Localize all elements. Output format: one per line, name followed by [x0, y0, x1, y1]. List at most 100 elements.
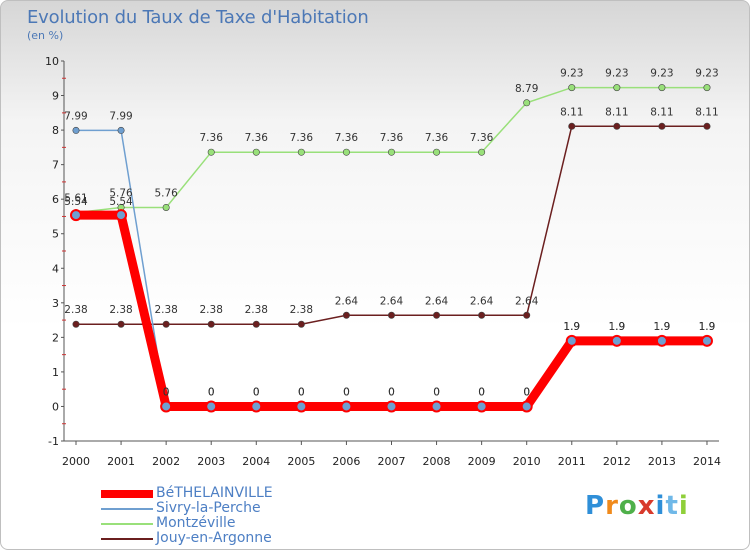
data-label: 1.9 — [654, 321, 671, 333]
legend-swatch-montzeville — [101, 523, 153, 525]
y-tick-label: 4 — [52, 262, 59, 275]
data-point — [115, 209, 128, 222]
data-point — [297, 320, 305, 328]
legend-label-jouy: Jouy-en-Argonne — [156, 530, 272, 546]
data-label: 2.38 — [290, 304, 313, 316]
data-point — [205, 400, 218, 413]
data-point — [655, 334, 668, 347]
data-label: 1.9 — [608, 321, 625, 333]
data-label: 2.64 — [425, 295, 449, 307]
data-point — [252, 148, 260, 156]
data-label: 8.79 — [515, 83, 538, 95]
data-point — [252, 320, 260, 328]
legend-label-sivry: Sivry-la-Perche — [156, 500, 261, 516]
data-label: 5.76 — [109, 187, 133, 199]
data-point — [613, 84, 621, 92]
y-tick-label: 1 — [52, 366, 59, 379]
data-point — [342, 148, 350, 156]
data-label: 7.36 — [245, 132, 269, 144]
data-label: 0 — [523, 386, 530, 398]
data-point — [342, 311, 350, 319]
x-tick-label: 2003 — [197, 455, 225, 468]
x-tick-label: 2001 — [107, 455, 135, 468]
x-tick-label: 2010 — [513, 455, 541, 468]
data-point — [703, 84, 711, 92]
x-tick-label: 2005 — [287, 455, 315, 468]
logo-letter: o — [618, 491, 638, 521]
data-point — [72, 126, 80, 134]
data-label: 5.76 — [154, 187, 178, 199]
data-label: 2.38 — [64, 304, 87, 316]
data-point — [207, 320, 215, 328]
data-point — [297, 148, 305, 156]
data-point — [433, 311, 441, 319]
legend-item-bethelainville: BéTHELAINVILLE — [101, 486, 361, 501]
data-point — [523, 311, 531, 319]
data-point — [433, 148, 441, 156]
x-tick-label: 2013 — [648, 455, 676, 468]
x-tick-label: 2004 — [242, 455, 270, 468]
data-label: 8.11 — [695, 106, 718, 118]
data-point — [72, 320, 80, 328]
data-label: 2.38 — [245, 304, 268, 316]
data-label: 7.36 — [425, 132, 449, 144]
y-tick-label: 9 — [52, 90, 59, 103]
chart-title: Evolution du Taux de Taxe d'Habitation — [27, 7, 369, 28]
data-label: 8.11 — [605, 106, 628, 118]
y-tick-label: 5 — [52, 228, 59, 241]
x-tick-label: 2006 — [332, 455, 360, 468]
data-label: 8.11 — [650, 106, 673, 118]
data-label: 0 — [253, 386, 260, 398]
data-point — [207, 148, 215, 156]
data-point — [160, 400, 173, 413]
data-label: 5.54 — [109, 196, 133, 208]
legend-swatch-sivry — [101, 508, 153, 510]
x-tick-label: 2002 — [152, 455, 180, 468]
data-label: 0 — [478, 386, 485, 398]
axes: -1 0 1 2 3 4 5 6 7 8 9 10 2000 2001 2002 2003 2004 2005 20… — [45, 55, 721, 468]
data-label: 0 — [163, 386, 170, 398]
y-tick-label: 2 — [52, 331, 59, 344]
data-label: 2.64 — [380, 295, 404, 307]
data-label: 0 — [298, 386, 305, 398]
data-label: 7.99 — [109, 110, 132, 122]
data-point — [703, 122, 711, 130]
legend-item-montzeville: Montzéville — [101, 516, 361, 531]
data-label: 9.23 — [695, 68, 718, 80]
y-tick-label: 6 — [52, 193, 59, 206]
data-label: 0 — [523, 386, 530, 398]
legend-swatch-jouy — [101, 538, 153, 540]
data-label: 0 — [298, 386, 305, 398]
data-point — [70, 209, 82, 222]
series-layer — [70, 84, 713, 413]
data-point — [565, 334, 578, 347]
data-point — [117, 126, 125, 134]
data-point — [523, 99, 531, 107]
data-label: 8.11 — [560, 106, 583, 118]
logo-letter: P — [585, 491, 606, 521]
y-tick-label: 3 — [52, 297, 59, 310]
data-labels-layer: 2.38 2.38 2.38 2.38 2.38 2.38 2.64 2.64 2.64 2.64… — [64, 68, 718, 399]
legend-item-jouy: Jouy-en-Argonne — [101, 531, 361, 546]
data-point — [162, 203, 170, 211]
data-label: 7.36 — [470, 132, 494, 144]
x-tick-label: 2009 — [468, 455, 496, 468]
x-tick-label: 2008 — [423, 455, 451, 468]
x-tick-label: 2000 — [62, 455, 90, 468]
data-label: 0 — [343, 386, 350, 398]
data-point — [250, 400, 263, 413]
data-point — [568, 84, 576, 92]
data-point — [340, 400, 353, 413]
data-label: 1.9 — [654, 321, 671, 333]
data-label: 2.38 — [154, 304, 177, 316]
logo-letter: i — [655, 491, 666, 521]
data-label: 2.38 — [109, 304, 132, 316]
data-label: 5.61 — [64, 193, 87, 205]
data-label: 0 — [208, 386, 215, 398]
data-point — [478, 148, 486, 156]
data-label: 9.23 — [605, 68, 628, 80]
data-label: 0 — [388, 386, 395, 398]
data-label: 2.64 — [335, 295, 359, 307]
proxiti-logo: Proxiti — [585, 491, 689, 521]
